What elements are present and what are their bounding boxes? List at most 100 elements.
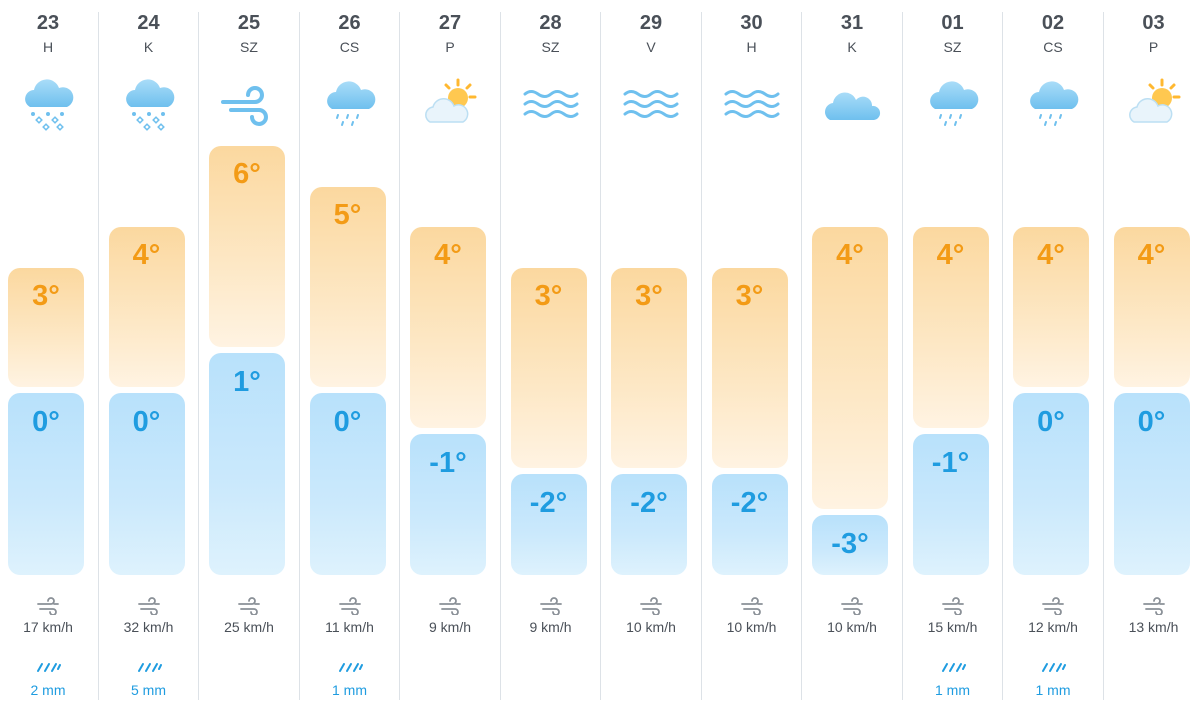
day-column: 23 H 3° 0° 17 km/h 2 mm	[0, 0, 98, 700]
low-temp-label: 0°	[1137, 406, 1166, 438]
wind-speed: 13 km/h	[1128, 619, 1179, 635]
day-date: 01	[941, 12, 964, 34]
wind-icon	[338, 597, 362, 616]
wind-icon	[539, 597, 563, 616]
wind-speed: 17 km/h	[23, 619, 73, 635]
low-temp-label: -2°	[630, 487, 668, 519]
fog-icon	[722, 74, 782, 134]
wind-speed: 12 km/h	[1028, 619, 1078, 635]
column-divider	[97, 12, 99, 700]
rain-icon	[940, 660, 966, 674]
high-temp-bar	[711, 267, 788, 468]
wind-icon	[1142, 597, 1166, 616]
wind-speed: 9 km/h	[428, 619, 471, 635]
wind-speed: 10 km/h	[827, 619, 877, 635]
column-divider	[801, 12, 802, 700]
partly-cloudy-icon	[1124, 74, 1184, 134]
wind-icon	[1041, 597, 1065, 616]
low-temp-bar	[8, 393, 84, 575]
low-temp-label: 0°	[1037, 406, 1065, 438]
low-temp-label: 0°	[32, 406, 60, 438]
column-divider	[399, 12, 400, 700]
day-weekday: K	[847, 39, 857, 55]
day-column: 26 CS 5° 0° 11 km/h 1 mm	[300, 0, 400, 700]
column-divider	[298, 12, 300, 700]
day-date: 03	[1142, 12, 1165, 34]
high-temp-label: 6°	[233, 158, 261, 190]
precipitation-amount: 5 mm	[131, 682, 166, 698]
high-temp-bar	[8, 267, 84, 387]
day-weekday: V	[646, 39, 656, 55]
day-weekday: P	[445, 39, 455, 55]
column-divider	[1102, 12, 1104, 700]
partly-cloudy-icon	[420, 74, 480, 134]
day-date: 29	[639, 12, 663, 34]
day-weekday: CS	[1043, 39, 1063, 55]
day-date: 23	[36, 12, 60, 34]
low-temp-bar	[611, 474, 687, 575]
low-temp-label: -3°	[831, 527, 869, 560]
high-temp-label: 4°	[132, 239, 161, 271]
day-column: 29 V 3° -2° 10 km/h	[601, 0, 701, 700]
low-temp-label: 0°	[333, 406, 362, 438]
snow-rain-cloud-icon	[119, 74, 179, 134]
day-column: 25 SZ 6° 1° 25 km/h	[199, 0, 299, 700]
precipitation-amount: 1 mm	[332, 682, 367, 698]
rain-icon	[35, 660, 61, 674]
high-temp-label: 4°	[434, 239, 462, 271]
low-temp-bar	[410, 433, 486, 575]
column-divider	[600, 12, 601, 700]
low-temp-bar	[209, 352, 285, 575]
wind-icon	[639, 597, 663, 616]
high-temp-bar	[209, 146, 285, 347]
precipitation-amount: 1 mm	[935, 682, 970, 698]
rain-icon	[136, 660, 162, 674]
fog-icon	[621, 74, 681, 134]
high-temp-bar	[309, 186, 386, 387]
wind-icon	[36, 597, 60, 616]
wind-speed: 25 km/h	[224, 619, 274, 635]
rain-icon	[1040, 660, 1066, 674]
day-weekday: SZ	[240, 39, 258, 55]
rain-cloud-icon	[923, 74, 983, 134]
low-temp-label: 0°	[132, 406, 161, 438]
column-divider	[198, 12, 199, 700]
low-temp-label: -1°	[429, 446, 467, 479]
day-date: 26	[338, 12, 361, 34]
wind-icon	[219, 74, 279, 134]
high-temp-bar	[410, 227, 486, 428]
cloud-icon	[822, 74, 882, 134]
rain-cloud-icon	[320, 74, 380, 134]
day-date: 31	[840, 12, 864, 34]
low-temp-bar	[1113, 393, 1190, 575]
high-temp-bar	[912, 227, 989, 428]
day-weekday: SZ	[943, 39, 962, 55]
high-temp-label: 4°	[836, 239, 864, 271]
low-temp-bar	[108, 393, 185, 575]
high-temp-bar	[1113, 227, 1190, 387]
day-date: 24	[137, 12, 160, 34]
low-temp-bar	[1013, 393, 1089, 575]
column-divider	[1002, 12, 1003, 700]
wind-speed: 11 km/h	[325, 619, 374, 635]
low-temp-label: -2°	[730, 487, 769, 519]
high-temp-label: 5°	[333, 198, 362, 231]
day-column: 02 CS 4° 0° 12 km/h 1 mm	[1003, 0, 1103, 700]
precipitation-amount: 1 mm	[1035, 682, 1071, 698]
wind-icon	[740, 597, 764, 616]
low-temp-bar	[711, 474, 788, 575]
wind-icon	[840, 597, 864, 616]
day-column: 24 K 4° 0° 32 km/h 5 mm	[99, 0, 199, 700]
wind-icon	[237, 597, 261, 616]
high-temp-bar	[1013, 227, 1089, 387]
column-divider	[901, 12, 903, 700]
column-divider	[499, 12, 501, 700]
snow-rain-cloud-icon	[18, 74, 78, 134]
low-temp-label: -1°	[931, 446, 970, 479]
low-temp-label: 1°	[233, 365, 261, 398]
low-temp-bar	[309, 393, 386, 575]
high-temp-bar	[812, 227, 888, 509]
wind-icon	[137, 597, 161, 616]
low-temp-bar	[812, 514, 888, 575]
